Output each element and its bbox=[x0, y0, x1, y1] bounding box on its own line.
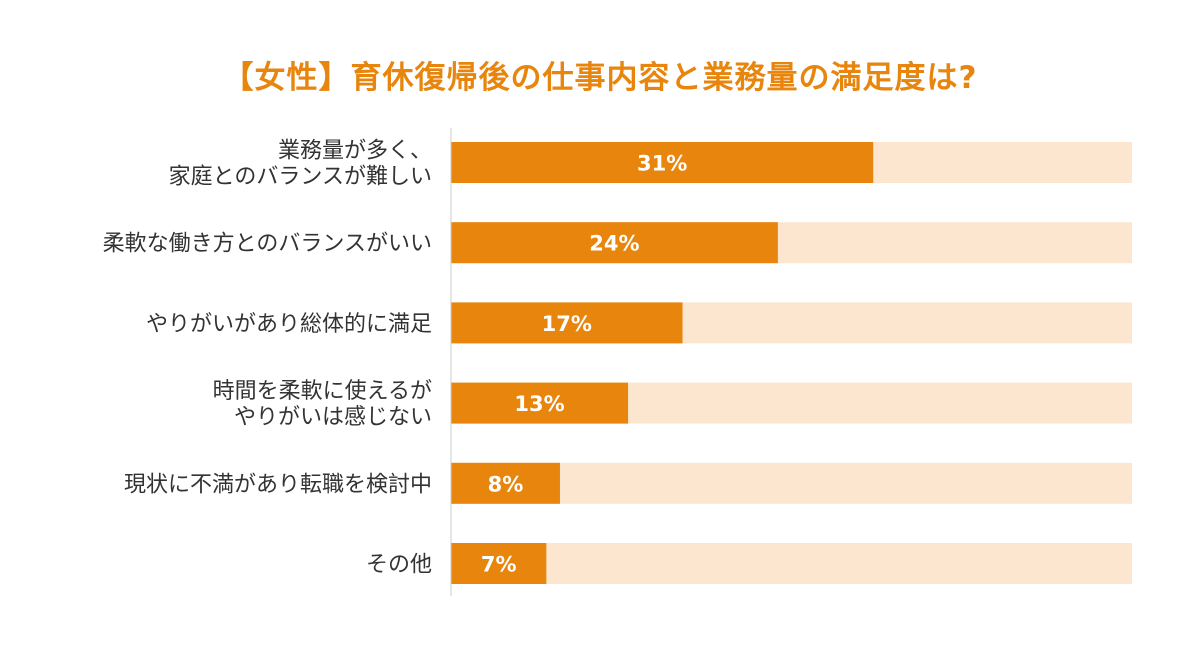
bar bbox=[451, 302, 683, 344]
category-label: 家庭とのバランスが難しい bbox=[169, 165, 432, 190]
chart-title: 【女性】育休復帰後の仕事内容と業務量の満足度は? bbox=[222, 60, 978, 96]
category-label: その他 bbox=[366, 553, 432, 578]
value-label: 7% bbox=[481, 553, 517, 577]
bar bbox=[451, 462, 560, 504]
value-label: 13% bbox=[514, 392, 564, 416]
bar-track bbox=[451, 462, 1132, 504]
category-label: 時間を柔軟に使えるが bbox=[213, 379, 432, 404]
value-label: 17% bbox=[542, 312, 592, 336]
category-label: 業務量が多く、 bbox=[278, 139, 432, 164]
category-label: やりがいがあり総体的に満足 bbox=[146, 312, 432, 337]
bar-track bbox=[451, 543, 1132, 584]
bar bbox=[451, 382, 629, 424]
bar bbox=[451, 142, 874, 183]
category-label: やりがいは感じない bbox=[234, 405, 432, 430]
category-label: 現状に不満があり転職を検討中 bbox=[124, 472, 432, 497]
category-label: 柔軟な働き方とのバランスがいい bbox=[103, 232, 432, 257]
bar bbox=[451, 543, 547, 584]
value-label: 31% bbox=[637, 152, 687, 176]
value-label: 8% bbox=[488, 472, 524, 496]
bar bbox=[451, 222, 778, 264]
value-label: 24% bbox=[589, 232, 639, 256]
